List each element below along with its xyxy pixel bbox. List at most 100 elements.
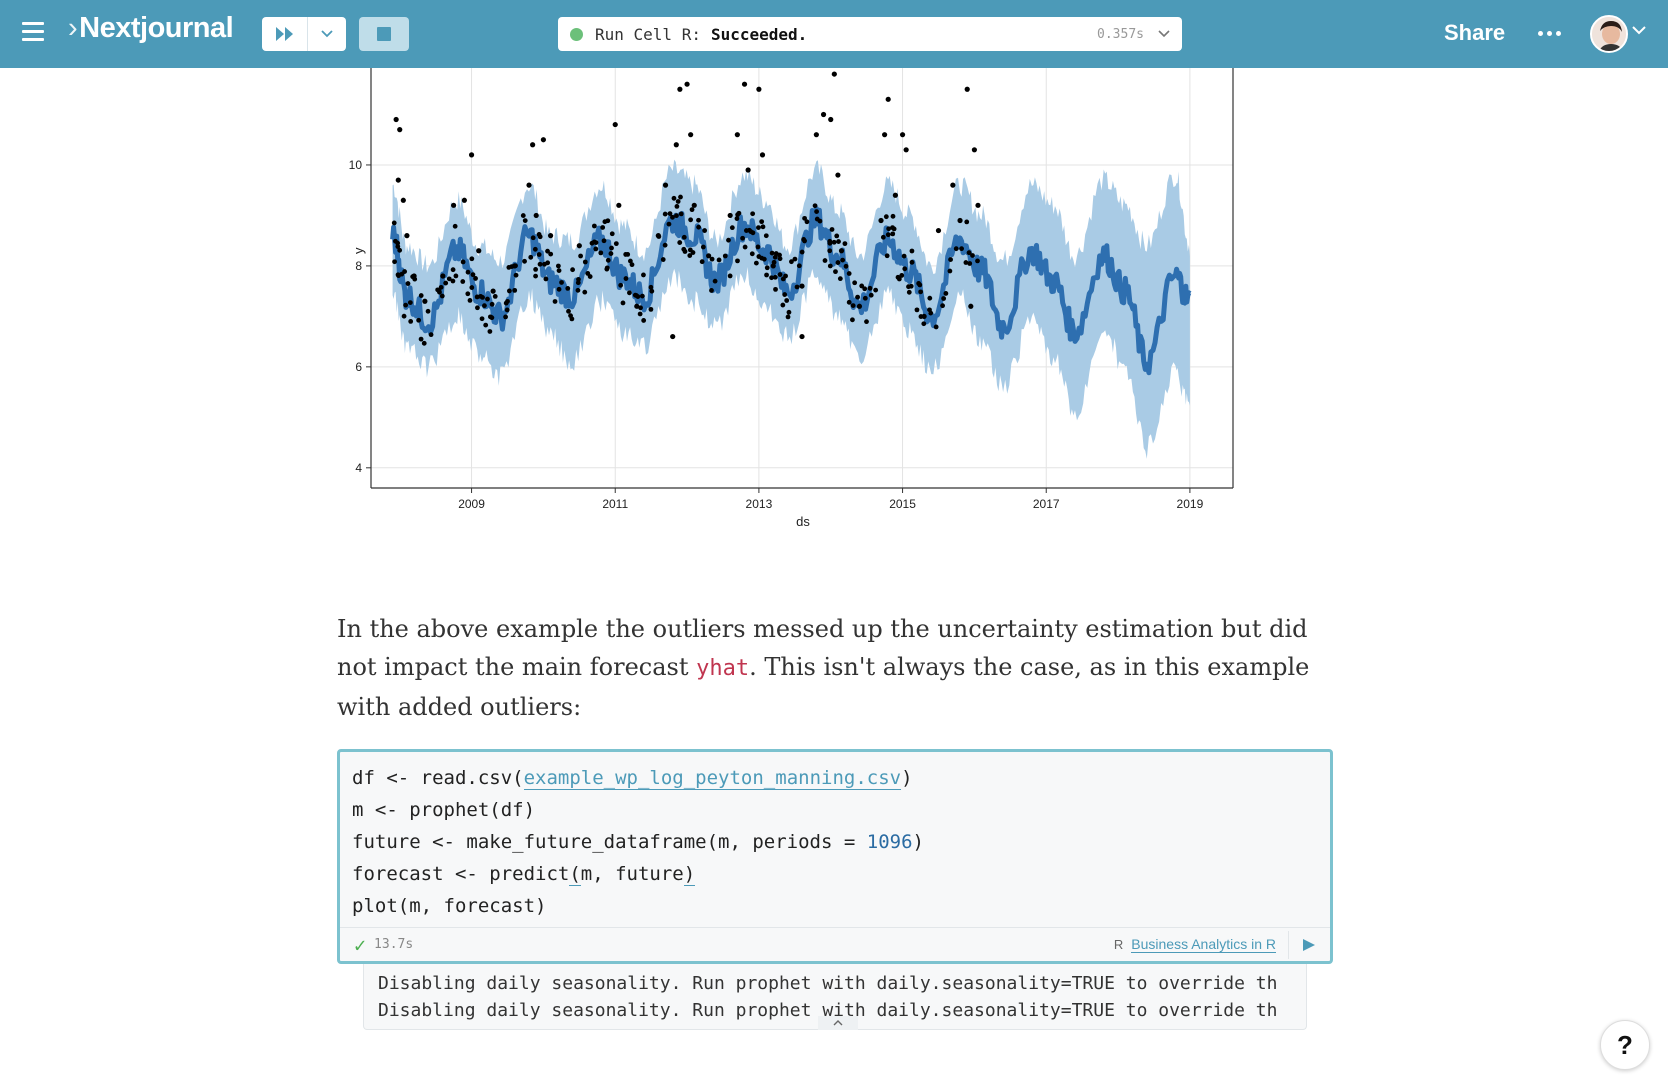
play-icon: [1303, 938, 1315, 951]
observation-point: [700, 244, 706, 250]
logo[interactable]: ›Nextjournal: [68, 12, 234, 45]
observation-point: [873, 287, 879, 293]
chevron-down-icon[interactable]: [1632, 26, 1646, 35]
fast-forward-icon: [275, 27, 293, 41]
observation-point: [909, 248, 915, 254]
observation-point: [941, 296, 947, 301]
observation-point: [604, 266, 610, 272]
observation-point: [753, 260, 759, 266]
observation-point: [436, 288, 442, 294]
environment-link[interactable]: Business Analytics in R: [1131, 936, 1276, 953]
observation-point: [927, 295, 933, 301]
observation-point: [439, 293, 445, 299]
observation-point: [943, 291, 949, 296]
observation-point: [660, 257, 666, 262]
observation-point: [526, 182, 532, 188]
x-tick-label: 2017: [1033, 497, 1060, 511]
stop-button[interactable]: [359, 17, 409, 51]
observation-point: [625, 251, 631, 257]
observation-point: [896, 276, 902, 282]
status-bar[interactable]: Run Cell R: Succeeded. 0.357s: [558, 17, 1182, 51]
run-all-button[interactable]: [262, 17, 308, 51]
observation-point: [777, 256, 783, 262]
code-line: forecast <- predict(m, future): [352, 858, 1318, 890]
file-reference-link[interactable]: example_wp_log_peyton_manning.csv: [523, 767, 902, 790]
observation-point: [741, 81, 748, 87]
observation-point: [618, 282, 624, 288]
observation-point: [635, 294, 641, 300]
observation-point: [612, 121, 618, 128]
run-cell-button[interactable]: [1288, 930, 1316, 959]
observation-point: [460, 279, 466, 284]
observation-point: [649, 288, 655, 294]
observation-point: [605, 257, 611, 263]
observation-point: [802, 238, 807, 244]
observation-point: [902, 266, 908, 272]
observation-point: [465, 291, 471, 297]
observation-point: [476, 248, 482, 254]
more-options-button[interactable]: [1532, 16, 1566, 50]
collapse-output-button[interactable]: [818, 1016, 858, 1030]
observation-point: [451, 202, 457, 208]
observation-point: [404, 233, 410, 239]
observation-point: [883, 214, 889, 220]
observation-point: [886, 226, 892, 232]
observation-point: [570, 267, 575, 273]
observation-point: [833, 269, 838, 275]
code-cell[interactable]: df <- read.csv(example_wp_log_peyton_man…: [337, 749, 1333, 964]
observation-point: [489, 315, 495, 321]
observation-point: [906, 289, 912, 295]
observation-point: [852, 280, 858, 286]
x-tick-label: 2019: [1177, 497, 1204, 511]
observation-point: [755, 244, 761, 250]
observation-point: [677, 240, 683, 245]
observation-point: [862, 295, 868, 301]
cell-footer: ✓ 13.7s R Business Analytics in R: [340, 927, 1330, 961]
observation-point: [935, 227, 942, 234]
cell-runtime: 13.7s: [374, 937, 414, 952]
x-tick-label: 2013: [746, 497, 773, 511]
observation-point: [892, 192, 898, 198]
observation-point: [506, 288, 512, 294]
ellipsis-dot: [1546, 30, 1552, 36]
share-button[interactable]: Share: [1444, 20, 1506, 45]
observation-point: [540, 137, 546, 143]
observation-point: [418, 293, 424, 298]
observation-point: [750, 211, 756, 217]
code-editor[interactable]: df <- read.csv(example_wp_log_peyton_man…: [340, 752, 1330, 922]
observation-point: [772, 274, 778, 280]
y-tick-label: 10: [349, 158, 363, 172]
observation-point: [503, 300, 509, 306]
help-button[interactable]: ?: [1600, 1020, 1650, 1070]
forecast-line: [390, 206, 1192, 376]
observation-point: [940, 303, 945, 309]
observation-point: [967, 261, 973, 266]
observation-point: [678, 194, 683, 200]
observation-point: [548, 251, 554, 257]
observation-point: [840, 257, 846, 263]
avatar[interactable]: [1590, 15, 1628, 53]
observation-point: [764, 265, 770, 271]
y-tick-label: 6: [355, 360, 362, 374]
observation-point: [522, 218, 528, 224]
observation-point: [948, 257, 953, 262]
observation-point: [609, 231, 615, 237]
status-state: Succeeded.: [710, 24, 808, 44]
chevron-up-icon: [833, 1020, 843, 1026]
observation-point: [750, 230, 756, 236]
observation-point: [688, 132, 694, 138]
observation-point: [850, 303, 856, 309]
observation-point: [662, 242, 668, 248]
observation-point: [485, 296, 490, 302]
observation-point: [878, 217, 884, 224]
observation-point: [837, 276, 843, 282]
menu-icon[interactable]: [22, 22, 48, 44]
observation-point: [975, 202, 981, 208]
observation-point: [408, 318, 414, 324]
observation-point: [968, 303, 974, 309]
observation-point: [492, 293, 498, 299]
observation-point: [585, 271, 591, 276]
y-tick-label: 12: [349, 68, 363, 71]
observation-point: [416, 317, 422, 323]
run-options-dropdown[interactable]: [308, 17, 346, 51]
